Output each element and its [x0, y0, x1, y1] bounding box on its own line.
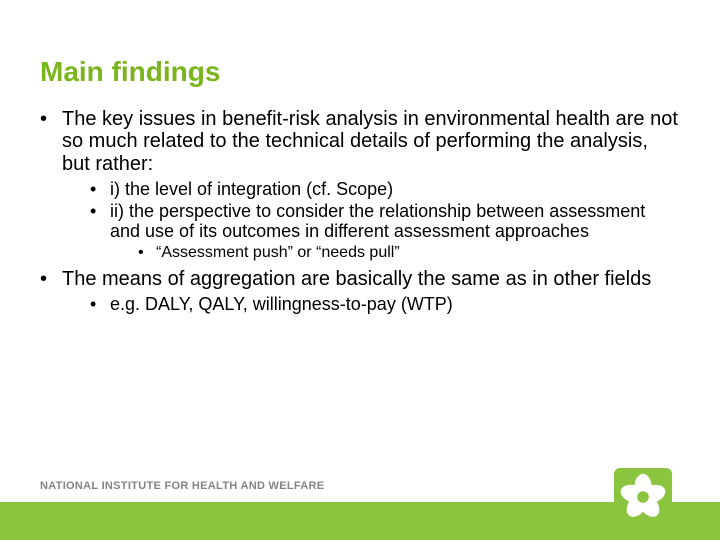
logo-icon — [614, 468, 672, 526]
bullet-list: i) the level of integration (cf. Scope) … — [90, 179, 680, 261]
list-item: The means of aggregation are basically t… — [40, 268, 680, 315]
bullet-list: e.g. DALY, QALY, willingness-to-pay (WTP… — [90, 294, 680, 314]
slide-title: Main findings — [40, 56, 220, 88]
slide: Main findings The key issues in benefit-… — [0, 0, 720, 540]
list-item: ii) the perspective to consider the rela… — [90, 201, 680, 261]
bullet-text: ii) the perspective to consider the rela… — [110, 201, 645, 241]
list-item: “Assessment push” or “needs pull” — [138, 244, 680, 262]
footer-bar — [0, 502, 720, 540]
bullet-text: e.g. DALY, QALY, willingness-to-pay (WTP… — [110, 294, 453, 314]
bullet-text: “Assessment push” or “needs pull” — [156, 244, 400, 261]
list-item: The key issues in benefit-risk analysis … — [40, 108, 680, 262]
bullet-text: i) the level of integration (cf. Scope) — [110, 179, 393, 199]
bullet-text: The means of aggregation are basically t… — [62, 268, 651, 290]
list-item: i) the level of integration (cf. Scope) — [90, 179, 680, 199]
bullet-list: “Assessment push” or “needs pull” — [138, 244, 680, 262]
slide-body: The key issues in benefit-risk analysis … — [40, 108, 680, 320]
list-item: e.g. DALY, QALY, willingness-to-pay (WTP… — [90, 294, 680, 314]
footer-org-name: NATIONAL INSTITUTE FOR HEALTH AND WELFAR… — [40, 480, 324, 492]
bullet-list: The key issues in benefit-risk analysis … — [40, 108, 680, 314]
bullet-text: The key issues in benefit-risk analysis … — [62, 108, 678, 175]
